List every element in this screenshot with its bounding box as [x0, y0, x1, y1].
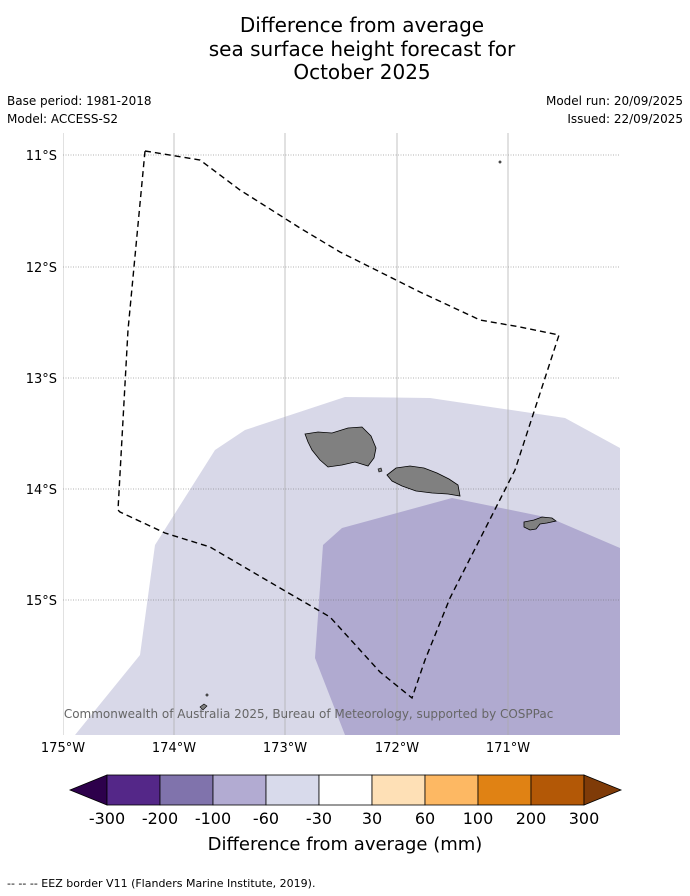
- colorbar-low-extend: [68, 774, 108, 806]
- savaii-island: [304, 426, 377, 468]
- colorbar-swatch: [371, 774, 426, 806]
- colorbar-tick: 60: [415, 809, 435, 828]
- colorbar-label: Difference from average (mm): [208, 834, 483, 855]
- copyright-notice: © Commonwealth of Australia 2025, Bureau…: [48, 707, 553, 721]
- lat-label: 13°S: [26, 372, 57, 387]
- issued-date: Issued: 22/09/2025: [567, 112, 683, 126]
- colorbar-swatch: [530, 774, 585, 806]
- title-line-3: October 2025: [293, 60, 431, 84]
- colorbar-tick: 30: [362, 809, 382, 828]
- longitude-labels: 175°W 174°W 173°W 172°W 171°W: [41, 741, 530, 756]
- colorbar-tick: -60: [253, 809, 279, 828]
- niuafoou-islet: [199, 703, 208, 711]
- colorbar-tick: 100: [463, 809, 494, 828]
- base-period: Base period: 1981-2018: [7, 94, 152, 108]
- eez-legend-note: -- -- -- EEZ border V11 (Flanders Marine…: [7, 877, 316, 890]
- colorbar-tick: -100: [195, 809, 231, 828]
- longitude-gridlines: [63, 133, 509, 735]
- colorbar-tick-labels: -300 -200 -100 -60 -30 30 60 100 200 300: [89, 809, 599, 828]
- small-islet-west: [205, 693, 209, 697]
- lat-label: 15°S: [26, 594, 57, 609]
- colorbar-swatch: [159, 774, 214, 806]
- latitude-labels: 11°S 12°S 13°S 14°S 15°S: [26, 149, 57, 609]
- colorbar-tick: -200: [142, 809, 178, 828]
- tutuila-island: [523, 516, 557, 531]
- lat-label: 12°S: [26, 261, 57, 276]
- lat-label: 14°S: [26, 483, 57, 498]
- lon-label: 174°W: [152, 741, 196, 756]
- meta-right: Model run: 20/09/2025 Issued: 22/09/2025: [546, 92, 683, 128]
- colorbar-tick: -300: [89, 809, 125, 828]
- lon-label: 171°W: [486, 741, 530, 756]
- small-islet-north: [498, 160, 502, 164]
- model-name: Model: ACCESS-S2: [7, 112, 119, 126]
- colorbar-swatch: [106, 774, 161, 806]
- model-run: Model run: 20/09/2025: [545, 94, 683, 108]
- colorbar-swatch: [318, 774, 373, 806]
- colorbar-high-extend: [583, 774, 623, 806]
- eez-border: [117, 150, 560, 700]
- lon-label: 172°W: [375, 741, 419, 756]
- map-area: © Commonwealth of Australia 2025, Bureau…: [48, 133, 620, 735]
- meta-left: Base period: 1981-2018 Model: ACCESS-S2: [7, 92, 152, 128]
- colorbar-swatch: [265, 774, 320, 806]
- colorbar-swatch: [212, 774, 267, 806]
- anomaly-region-dark: [315, 498, 620, 735]
- lat-label: 11°S: [26, 149, 57, 164]
- colorbar-tick: 300: [569, 809, 600, 828]
- colorbar-swatch: [424, 774, 479, 806]
- manono-islet: [377, 467, 383, 473]
- title-line-2: sea surface height forecast for: [208, 36, 516, 61]
- colorbar-tick: 200: [516, 809, 547, 828]
- map-title: Difference from average sea surface heig…: [0, 13, 690, 85]
- lon-label: 173°W: [263, 741, 307, 756]
- colorbar-tick: -30: [306, 809, 332, 828]
- colorbar-swatch: [477, 774, 532, 806]
- latitude-gridlines: [63, 154, 620, 601]
- title-line-1: Difference from average: [239, 13, 485, 37]
- colorbar: [68, 774, 623, 806]
- upolu-island: [386, 465, 461, 497]
- lon-label: 175°W: [41, 741, 85, 756]
